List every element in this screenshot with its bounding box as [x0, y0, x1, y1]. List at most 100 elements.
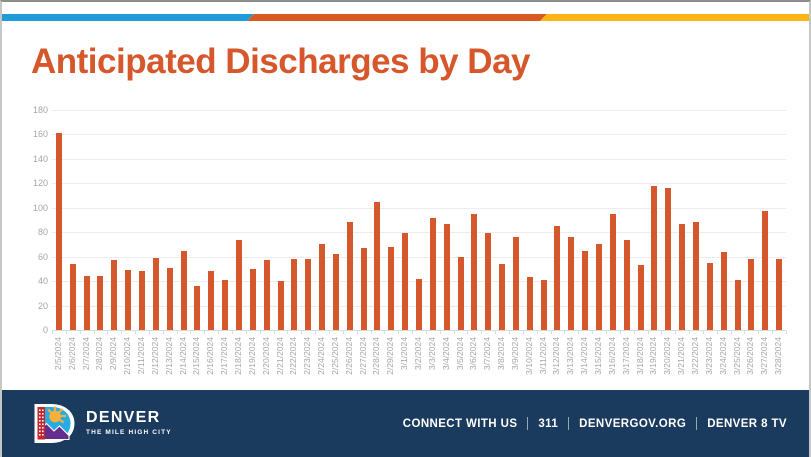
- x-axis-tick: [370, 331, 372, 334]
- x-axis-tick: [675, 331, 677, 334]
- x-axis-label: 2/22/2024: [288, 337, 299, 375]
- x-axis-tick: [93, 331, 95, 334]
- x-axis-label: 2/28/2024: [371, 337, 382, 375]
- bar: [139, 271, 146, 330]
- bar: [526, 277, 533, 330]
- bar: [485, 233, 492, 330]
- x-axis-tick: [287, 331, 289, 334]
- x-axis-tick: [716, 331, 718, 334]
- bar: [388, 246, 395, 330]
- y-axis-label: 60: [37, 251, 48, 262]
- y-axis-label: 0: [42, 325, 48, 335]
- x-axis-tick: [661, 331, 663, 334]
- bar: [748, 259, 755, 330]
- x-axis-label: 3/28/2024: [773, 337, 784, 375]
- connect-item: 311: [538, 417, 559, 430]
- x-axis-label: 3/1/2024: [399, 337, 410, 371]
- x-axis-tick: [689, 331, 691, 334]
- x-axis-tick: [633, 331, 635, 334]
- x-axis-tick: [176, 331, 178, 334]
- x-axis-tick: [550, 331, 552, 334]
- x-axis-label: 3/15/2024: [593, 337, 604, 375]
- x-axis-tick: [605, 331, 607, 334]
- x-axis-tick: [425, 331, 427, 334]
- connect-item: DENVER 8 TV: [707, 417, 787, 430]
- top-accent-stripe: [2, 14, 809, 21]
- x-axis-tick: [509, 331, 511, 334]
- x-axis-label: 3/26/2024: [745, 337, 756, 375]
- x-axis-tick: [65, 331, 67, 334]
- bar: [249, 268, 256, 330]
- x-axis-line: [52, 330, 786, 331]
- x-axis-tick: [702, 331, 704, 334]
- bar: [319, 244, 326, 330]
- x-axis-tick: [148, 331, 150, 334]
- x-axis-label: 3/4/2024: [440, 337, 451, 371]
- y-axis-label: 120: [32, 178, 48, 189]
- bar: [111, 260, 118, 330]
- bar: [360, 248, 367, 330]
- bar: [263, 260, 270, 330]
- gridline: [52, 158, 786, 160]
- bar: [208, 271, 215, 330]
- bar: [582, 250, 589, 330]
- connect-item: CONNECT WITH US: [402, 417, 518, 430]
- x-axis-tick: [135, 331, 137, 334]
- x-axis-tick: [522, 331, 524, 334]
- bar: [776, 259, 783, 330]
- x-axis-label: 3/27/2024: [759, 337, 770, 375]
- slide-title: Anticipated Discharges by Day: [31, 42, 531, 81]
- x-axis-tick: [315, 331, 317, 334]
- x-axis-tick: [190, 331, 192, 334]
- bar: [235, 239, 242, 330]
- sun-icon: [49, 410, 61, 423]
- x-axis-label: 3/3/2024: [426, 337, 437, 371]
- x-axis-label: 3/17/2024: [620, 337, 631, 375]
- x-axis-label: 2/5/2024: [52, 337, 63, 371]
- bar: [374, 201, 381, 330]
- bar: [166, 267, 173, 330]
- bar: [651, 185, 658, 330]
- x-axis-label: 3/22/2024: [689, 337, 700, 375]
- x-axis-label: 3/2/2024: [413, 337, 423, 371]
- bar: [692, 222, 699, 330]
- bar: [706, 262, 713, 330]
- building-icon: [37, 407, 45, 440]
- x-axis-tick: [744, 331, 746, 334]
- x-axis-tick: [453, 331, 455, 334]
- x-axis-label: 3/20/2024: [662, 337, 673, 375]
- building-windows: [39, 409, 44, 436]
- separator: [527, 417, 529, 430]
- x-axis-tick: [619, 331, 621, 334]
- bar: [499, 264, 506, 330]
- x-axis-tick: [273, 331, 275, 334]
- x-axis-tick: [259, 331, 261, 334]
- gridline: [52, 134, 786, 136]
- x-axis-tick: [328, 331, 330, 334]
- y-axis-label: 20: [37, 300, 48, 311]
- x-axis-label: 3/12/2024: [551, 337, 562, 375]
- bar: [69, 264, 76, 330]
- x-axis-tick: [79, 331, 81, 334]
- bar: [305, 259, 312, 330]
- y-axis-label: 40: [37, 276, 48, 287]
- x-axis-label: 3/19/2024: [648, 337, 659, 375]
- x-axis-tick: [356, 331, 358, 334]
- bar: [457, 256, 464, 330]
- x-axis-label: 2/18/2024: [232, 337, 243, 375]
- bar: [152, 257, 159, 330]
- x-axis-label: 2/29/2024: [385, 337, 396, 375]
- x-axis-label: 2/7/2024: [80, 337, 91, 371]
- x-axis-tick: [232, 331, 234, 334]
- x-axis-tick: [204, 331, 206, 334]
- x-axis-label: 3/25/2024: [731, 337, 742, 375]
- gridline: [52, 232, 786, 234]
- x-axis-label: 2/15/2024: [191, 337, 202, 375]
- x-axis-tick: [245, 331, 247, 334]
- x-axis-label: 2/23/2024: [302, 337, 313, 375]
- x-axis-tick: [384, 331, 386, 334]
- x-axis-tick: [218, 331, 220, 334]
- bar: [83, 276, 90, 330]
- x-axis-label: 2/12/2024: [149, 337, 160, 375]
- denver-logo: DENVER THE MILE HIGH CITY: [33, 403, 172, 444]
